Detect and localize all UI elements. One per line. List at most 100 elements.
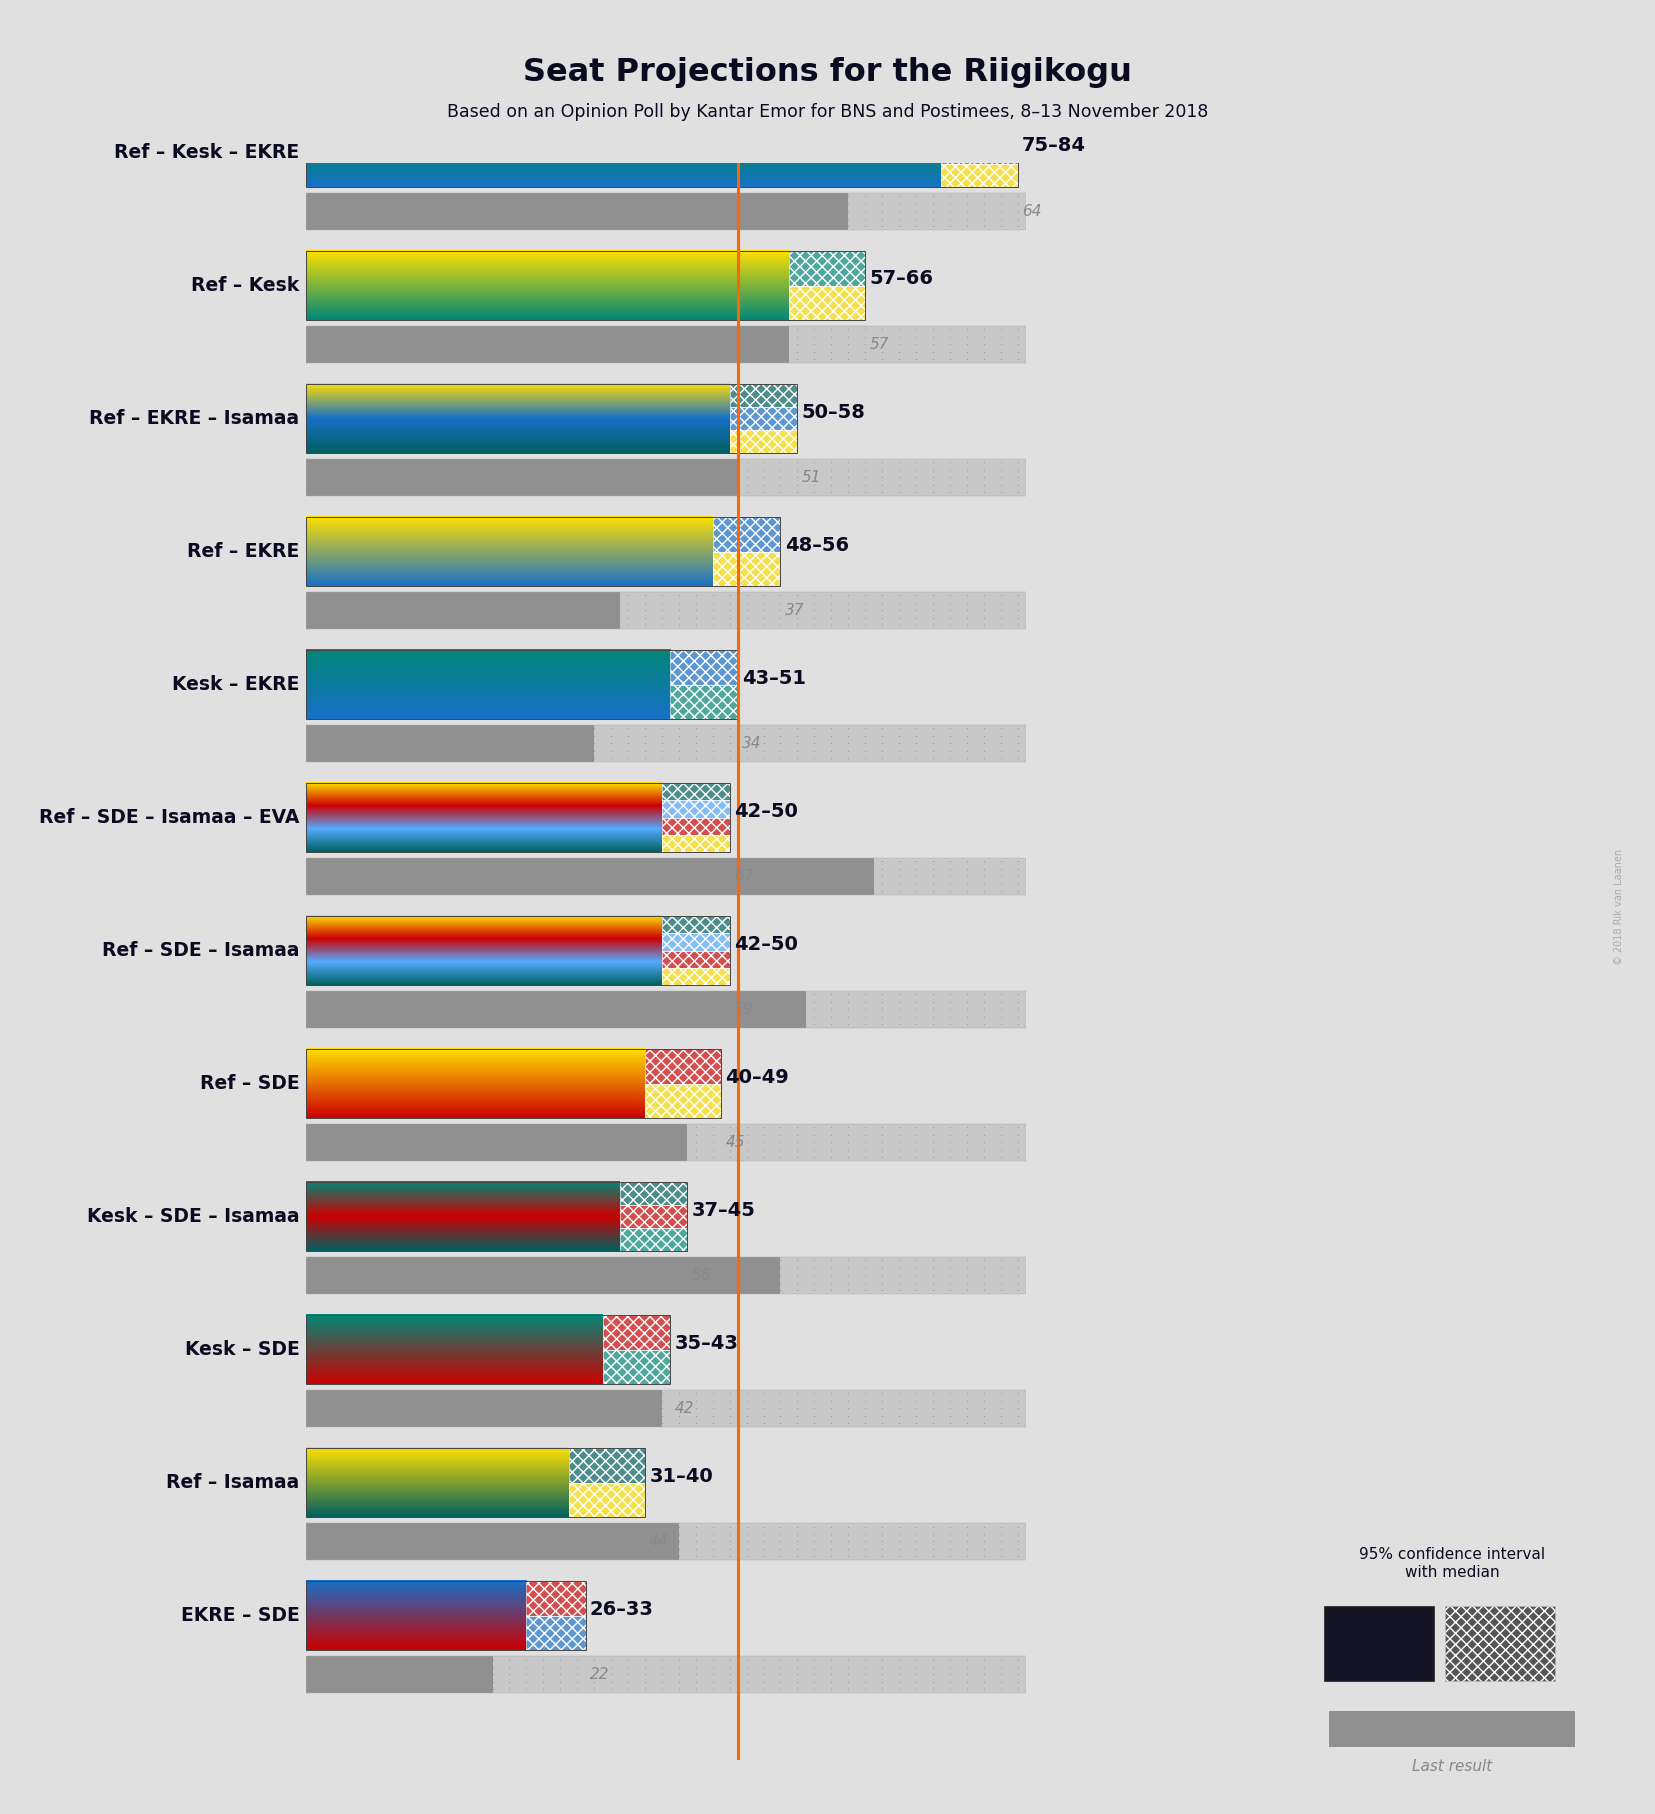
Bar <box>306 192 849 230</box>
Bar <box>670 649 738 684</box>
Bar <box>306 990 1026 1029</box>
Text: 56: 56 <box>692 1268 712 1282</box>
Bar <box>645 1083 722 1119</box>
Bar <box>662 818 730 834</box>
Bar <box>662 784 730 800</box>
Bar <box>730 406 798 430</box>
Bar <box>942 118 1018 141</box>
Text: Kesk – SDE – Isamaa: Kesk – SDE – Isamaa <box>86 1208 300 1226</box>
Text: 37–45: 37–45 <box>692 1201 755 1219</box>
Text: Last result: Last result <box>1412 1760 1493 1774</box>
Bar <box>306 916 730 985</box>
Bar <box>713 517 781 551</box>
Bar <box>306 1522 1026 1560</box>
Bar <box>713 551 781 586</box>
Bar <box>662 916 730 934</box>
Bar <box>619 1228 687 1252</box>
Text: 35–43: 35–43 <box>675 1333 738 1353</box>
Bar <box>730 430 798 454</box>
Bar <box>306 1257 1026 1293</box>
Bar <box>306 1448 645 1518</box>
Bar <box>306 1522 679 1560</box>
Bar <box>619 1183 687 1204</box>
Bar <box>306 459 1026 495</box>
Bar <box>569 1448 645 1482</box>
Bar <box>306 858 1026 894</box>
Text: 37: 37 <box>784 602 804 619</box>
Bar <box>602 1350 670 1384</box>
Text: Ref – EKRE: Ref – EKRE <box>187 542 300 561</box>
Bar <box>942 163 1018 187</box>
Text: 57: 57 <box>869 337 889 352</box>
Bar <box>306 459 1026 495</box>
Bar <box>670 684 738 720</box>
Bar <box>306 118 1018 187</box>
Bar <box>1445 1605 1556 1682</box>
Text: Ref – EKRE – Isamaa: Ref – EKRE – Isamaa <box>89 410 300 428</box>
Bar <box>662 969 730 985</box>
Bar <box>306 1048 722 1119</box>
Bar <box>306 1315 670 1384</box>
Text: 22: 22 <box>589 1667 609 1682</box>
Bar <box>306 784 730 853</box>
Bar <box>730 385 798 406</box>
Bar <box>662 800 730 818</box>
Bar <box>306 459 738 495</box>
Bar <box>670 649 738 684</box>
Text: 51: 51 <box>801 470 821 484</box>
Text: Ref – Isamaa: Ref – Isamaa <box>166 1473 300 1493</box>
Bar <box>306 1123 1026 1161</box>
Bar <box>306 325 789 363</box>
Bar <box>730 406 798 430</box>
Bar <box>662 834 730 853</box>
Text: 67: 67 <box>733 869 753 883</box>
Bar <box>645 1083 722 1119</box>
Bar <box>662 951 730 969</box>
Bar <box>942 141 1018 163</box>
Text: Kesk – SDE: Kesk – SDE <box>185 1341 300 1359</box>
Text: Ref – Kesk – EKRE: Ref – Kesk – EKRE <box>114 143 300 161</box>
Bar <box>306 591 1026 629</box>
Bar <box>662 800 730 818</box>
Bar <box>662 784 730 800</box>
Bar <box>1445 1605 1556 1682</box>
Bar <box>619 1204 687 1228</box>
Bar <box>306 724 1026 762</box>
Text: 64: 64 <box>1021 203 1041 219</box>
Bar <box>730 430 798 454</box>
Bar <box>306 1390 662 1428</box>
Bar <box>306 990 1026 1029</box>
Bar <box>306 250 866 321</box>
Bar <box>306 649 738 720</box>
Bar <box>619 1183 687 1204</box>
Bar <box>789 285 866 321</box>
Bar <box>306 517 781 586</box>
Bar <box>789 285 866 321</box>
Text: EKRE – SDE: EKRE – SDE <box>180 1607 300 1625</box>
Bar <box>569 1448 645 1482</box>
Bar <box>662 969 730 985</box>
Bar <box>306 1656 1026 1692</box>
Bar <box>526 1582 586 1616</box>
Bar <box>306 1390 1026 1428</box>
Bar <box>942 163 1018 187</box>
Bar <box>306 325 1026 363</box>
Bar <box>602 1315 670 1350</box>
Bar <box>569 1482 645 1518</box>
Bar <box>306 724 594 762</box>
Text: Kesk – EKRE: Kesk – EKRE <box>172 675 300 695</box>
Bar <box>306 858 1026 894</box>
Bar <box>662 834 730 853</box>
Text: Ref – SDE – Isamaa – EVA: Ref – SDE – Isamaa – EVA <box>40 809 300 827</box>
Bar <box>1324 1605 1435 1682</box>
Bar <box>602 1350 670 1384</box>
Bar <box>730 385 798 406</box>
Text: 42–50: 42–50 <box>733 934 798 954</box>
Bar <box>306 1123 1026 1161</box>
Text: © 2018 Rik van Laanen: © 2018 Rik van Laanen <box>1614 849 1624 965</box>
Bar <box>306 325 1026 363</box>
Text: 75–84: 75–84 <box>1021 136 1086 156</box>
Text: 45: 45 <box>725 1136 745 1150</box>
Bar <box>789 250 866 285</box>
Bar <box>619 1228 687 1252</box>
